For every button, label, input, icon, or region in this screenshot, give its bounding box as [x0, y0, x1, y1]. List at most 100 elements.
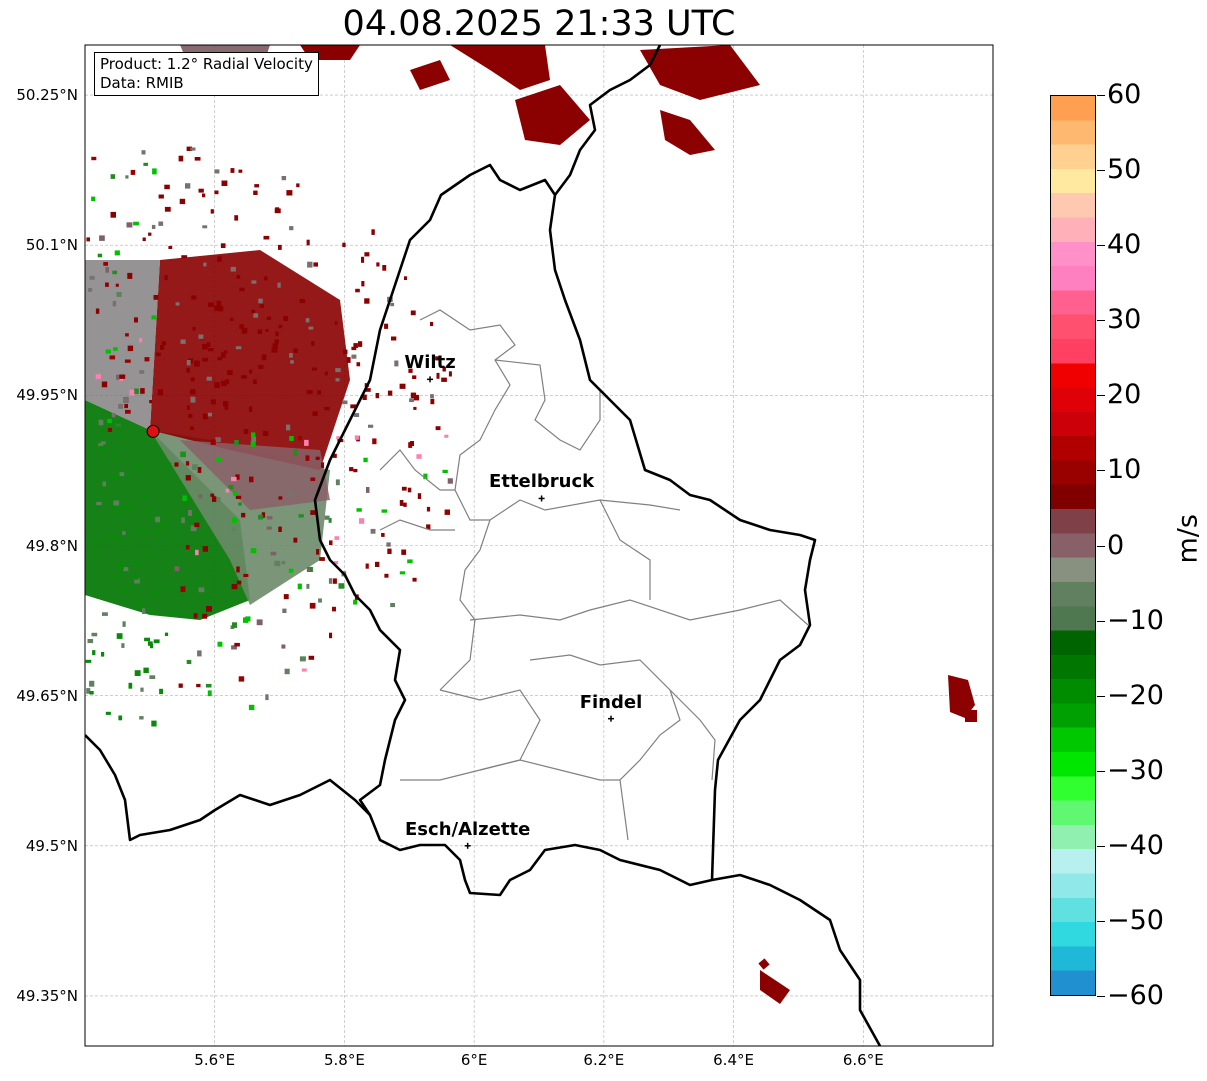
lon-tick-label: 6°E — [460, 1051, 488, 1069]
echo-speckle — [198, 188, 204, 193]
echo-speckle — [210, 399, 216, 405]
echo-speckle — [310, 510, 316, 515]
echo-speckle — [95, 374, 101, 380]
echo-outbound-red — [150, 250, 350, 470]
echo-speckle — [220, 352, 226, 358]
echo-speckle — [182, 495, 187, 501]
echo-speckle — [386, 542, 391, 547]
echo-speckle — [146, 509, 152, 513]
lon-tick-label: 6.4°E — [713, 1051, 754, 1069]
echo-speckle — [126, 222, 133, 228]
echo-speckle — [408, 368, 413, 373]
echo-speckle — [346, 357, 351, 363]
echo-speckle — [181, 517, 185, 524]
echo-speckle — [101, 652, 105, 657]
luxembourg-border — [313, 163, 817, 897]
echo-speckle — [202, 613, 208, 619]
echo-speckle — [371, 229, 375, 235]
echo-speckle — [105, 267, 109, 273]
echo-speckle — [448, 371, 452, 377]
echo-speckle — [92, 540, 98, 545]
echo-speckle — [245, 616, 251, 622]
echo-speckle — [144, 530, 148, 536]
echo-speckle — [275, 207, 280, 212]
echo-speckle — [230, 317, 234, 322]
echo-speckle — [249, 369, 253, 374]
echo-speckle — [214, 169, 220, 174]
echo-speckle — [85, 659, 92, 663]
echo-speckle — [151, 224, 156, 229]
echo-speckle — [234, 440, 239, 446]
echo-speckle — [412, 375, 417, 379]
echo-speckle — [284, 668, 290, 675]
colorbar-tick-label: 30 — [1107, 304, 1142, 336]
echo-speckle — [207, 412, 212, 417]
echo-speckle — [234, 215, 239, 221]
echo-speckle — [160, 522, 167, 529]
echo-speckle — [342, 242, 346, 248]
echo-speckle — [110, 174, 115, 179]
colorbar-tick-label: 0 — [1107, 529, 1125, 561]
colorbar-tick-label: 40 — [1107, 229, 1142, 261]
echo-speckle — [153, 295, 159, 300]
echo-speckle — [214, 382, 220, 389]
colorbar-tick-label: 10 — [1107, 454, 1142, 486]
colorbar-tick-label: 20 — [1107, 379, 1142, 411]
echo-speckle — [261, 354, 267, 361]
city-label: Esch/Alzette — [405, 818, 531, 840]
echo-speckle — [151, 720, 157, 727]
colorbar-tick — [1097, 845, 1105, 847]
country-borders — [85, 45, 882, 1046]
echo-speckle — [305, 318, 310, 323]
lat-tick-label: 50.1°N — [25, 236, 78, 255]
echo-speckle — [238, 169, 243, 173]
echo-speckle — [324, 515, 330, 520]
echo-speckle — [243, 429, 249, 434]
echo-speckle — [364, 298, 370, 304]
echo-speckle — [91, 632, 98, 637]
map-title: 04.08.2025 21:33 UTC — [342, 4, 736, 44]
echo-speckle — [223, 401, 229, 407]
echo-speckle — [271, 347, 278, 353]
echo-speckle — [144, 357, 150, 362]
echo-speckle — [287, 490, 293, 496]
echo-speckle — [312, 367, 317, 371]
echo-speckle — [186, 405, 190, 410]
echo-speckle — [308, 326, 314, 330]
echo-speckle — [160, 345, 165, 350]
echo-speckle — [217, 256, 222, 262]
echo-speckle — [318, 598, 322, 603]
echo-speckle — [297, 583, 302, 590]
echo-speckle — [254, 184, 259, 188]
echo-speckle — [157, 389, 164, 396]
city-label: Ettelbruck — [489, 471, 595, 493]
echo-speckle — [333, 561, 339, 565]
echo-speckle — [335, 378, 340, 382]
echo-speckle — [140, 687, 144, 692]
echo-speckle — [258, 514, 264, 520]
echo-speckle — [212, 496, 217, 502]
echo-cell-bottom — [760, 970, 790, 1004]
echo-speckle — [353, 599, 358, 605]
echo-speckle — [202, 357, 208, 362]
echo-speckle — [125, 333, 129, 337]
city-label: Wiltz — [404, 352, 456, 374]
echo-speckle — [410, 392, 417, 399]
echo-speckle — [114, 250, 120, 256]
echo-speckle — [193, 360, 200, 367]
echo-speckle — [87, 639, 94, 644]
echo-speckle — [118, 563, 124, 570]
echo-speckle — [417, 493, 422, 499]
echo-speckle — [149, 400, 153, 404]
echo-speckle — [203, 262, 207, 267]
echo-speckle — [349, 467, 354, 472]
echo-speckle — [86, 688, 91, 694]
echo-speckle — [139, 370, 145, 374]
echo-speckle — [298, 514, 304, 518]
echo-speckle — [241, 327, 248, 334]
echo-speckle — [224, 406, 229, 410]
echo-speckle — [258, 364, 264, 369]
echo-speckle — [277, 282, 281, 288]
echo-speckle — [444, 509, 450, 515]
